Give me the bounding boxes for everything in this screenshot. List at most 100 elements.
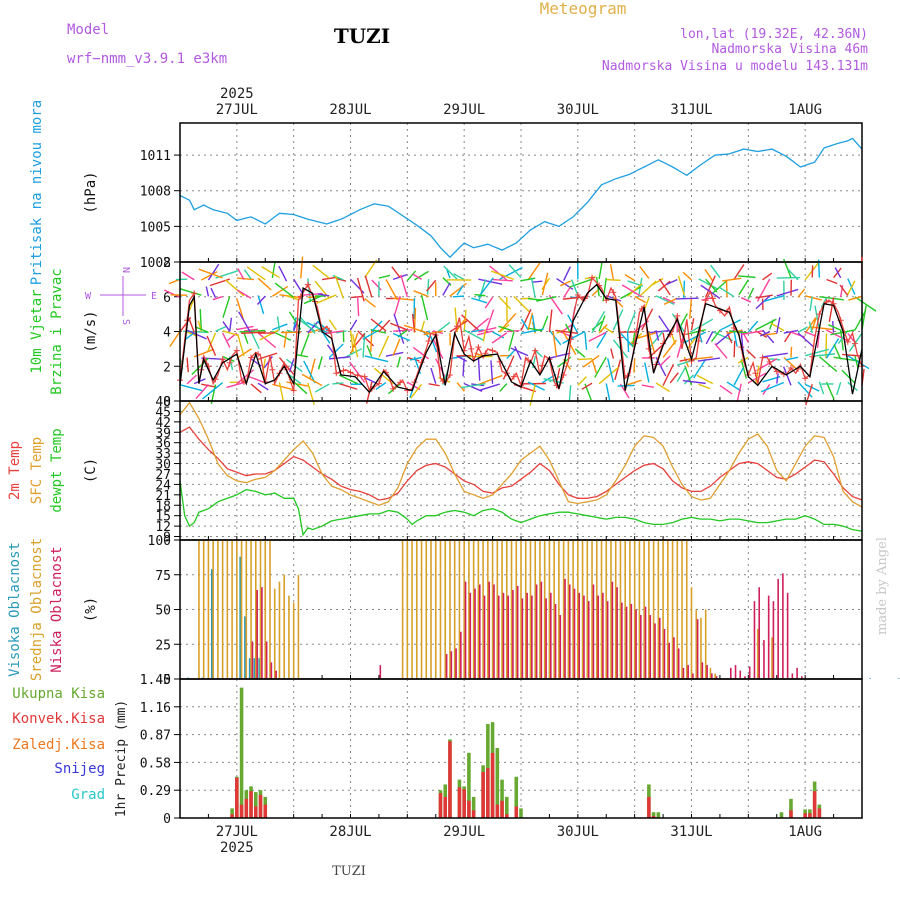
panel-title-line: Brzina i Pravac — [49, 268, 65, 394]
wind-arrow — [224, 279, 245, 297]
wind-arrow — [286, 358, 303, 373]
wind-arrow — [552, 331, 558, 357]
wind-arrow — [698, 278, 719, 290]
wind-arrow — [826, 278, 838, 285]
wind-arrow — [392, 338, 401, 356]
wind-arrow — [326, 344, 337, 358]
bar — [491, 540, 494, 679]
wind-arrow — [471, 329, 484, 333]
wind-arrow — [256, 295, 266, 305]
bar — [463, 540, 465, 679]
wind-arrow — [621, 284, 643, 298]
wind-arrow — [356, 296, 360, 317]
wind-arrow — [362, 332, 366, 358]
wind-arrow — [498, 325, 515, 332]
bar — [483, 595, 486, 679]
wind-arrow — [490, 360, 494, 384]
bar — [597, 595, 599, 679]
bar — [493, 584, 495, 679]
bar — [729, 667, 732, 679]
bar — [379, 665, 382, 679]
panel-unit-label: (%) — [83, 597, 99, 622]
wind-arrow — [471, 297, 488, 304]
bar — [471, 796, 476, 818]
wind-arrow — [705, 331, 714, 345]
wind-arrow — [738, 279, 749, 296]
bar — [505, 796, 509, 818]
bottom-date-label: 29JUL — [443, 824, 485, 840]
bar — [685, 540, 688, 679]
bottom-date-label: 30JUL — [557, 824, 599, 840]
wind-arrow — [846, 280, 856, 296]
wind-arrow — [332, 274, 344, 281]
y-tick-label: 33 — [155, 447, 171, 462]
wind-arrow — [336, 277, 347, 282]
wind-speed-marker — [290, 387, 297, 394]
wind-arrow — [847, 381, 858, 392]
temperature-series-1 — [179, 401, 863, 508]
wind-arrow — [307, 320, 319, 334]
wind-arrow — [563, 287, 571, 299]
bar — [567, 540, 570, 679]
wind-arrow — [222, 296, 231, 318]
bar — [521, 598, 524, 679]
wind-speed-marker — [510, 373, 517, 380]
bar — [495, 748, 500, 818]
bar — [453, 540, 456, 679]
wind-arrow — [212, 295, 223, 301]
bar — [514, 806, 519, 818]
wind-arrow — [705, 275, 716, 298]
bar — [226, 540, 229, 679]
wind-speed-marker — [446, 371, 453, 378]
wind-arrow — [710, 329, 721, 343]
bar — [796, 667, 798, 679]
bar — [739, 670, 742, 679]
wind-arrow — [222, 321, 231, 332]
wind-speed-marker — [709, 295, 716, 302]
bar — [239, 556, 241, 679]
bar — [757, 628, 759, 679]
wind-arrow — [478, 327, 497, 333]
wind-speed-marker — [525, 357, 532, 364]
wind-arrow — [555, 368, 561, 383]
wind-arrow — [449, 282, 467, 297]
bar — [250, 540, 252, 679]
bar — [495, 804, 500, 818]
wind-arrow — [278, 357, 296, 377]
wind-arrow — [648, 329, 672, 334]
wind-arrow — [809, 296, 813, 311]
panel-clouds: 0 25 50 75 100 Visoka Oblacnost Srednja Oblacn… — [7, 534, 900, 688]
wind-arrow — [733, 264, 745, 280]
wind-arrow — [548, 309, 553, 333]
wind-arrow — [215, 325, 227, 332]
bar — [753, 601, 756, 679]
bar — [460, 631, 462, 679]
wind-arrow — [463, 309, 467, 333]
wind-speed-marker — [844, 338, 851, 345]
bar — [269, 540, 271, 679]
wind-arrow — [797, 332, 815, 348]
wind-arrow — [763, 295, 785, 303]
wind-arrow — [570, 279, 579, 296]
wind-arrow — [683, 331, 707, 344]
wind-compass: N S W E — [85, 267, 157, 325]
wind-arrow — [510, 347, 529, 357]
wind-arrow — [334, 275, 345, 299]
wind-arrow — [257, 382, 269, 391]
wind-arrow — [529, 384, 536, 406]
bar — [236, 540, 238, 679]
wind-arrow — [426, 279, 430, 295]
y-tick-label: 0.29 — [140, 784, 171, 799]
wind-arrow — [577, 376, 587, 386]
wind-arrow — [508, 264, 522, 279]
bar — [534, 540, 537, 679]
wind-speed-marker — [645, 345, 652, 352]
compass-north: N — [120, 267, 131, 273]
bar — [652, 540, 655, 679]
bar — [564, 578, 566, 679]
bar — [648, 540, 650, 679]
wind-arrow — [453, 273, 465, 281]
elevation-label: Nadmorska Visina 46m — [711, 42, 868, 57]
wind-arrow — [655, 330, 660, 341]
